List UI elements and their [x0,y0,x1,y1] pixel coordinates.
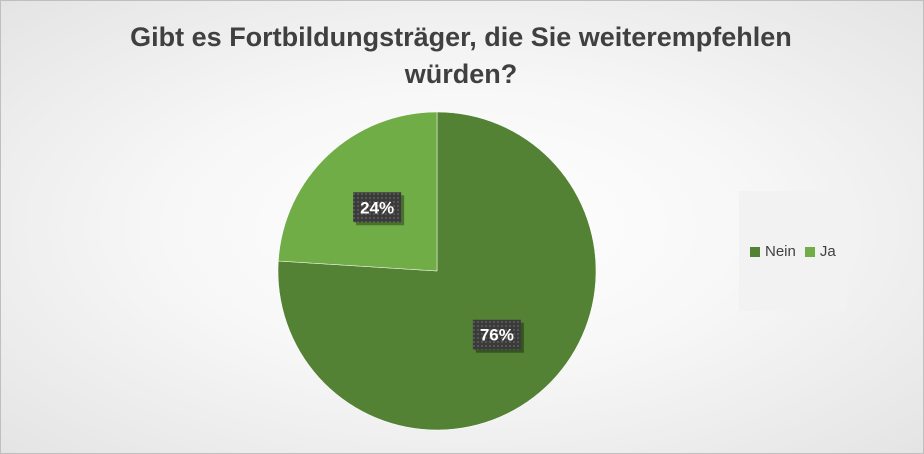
legend-label-nein: Nein [765,243,796,260]
data-label-ja: 24% [353,192,405,226]
legend: Nein Ja [739,191,847,311]
legend-item-ja: Ja [804,243,836,260]
legend-item-nein: Nein [750,243,796,260]
legend-label-ja: Ja [819,243,836,260]
legend-swatch-nein [750,246,760,257]
chart-title: Gibt es Fortbildungsträger, die Sie weit… [101,19,821,93]
data-label-text-nein: 76% [480,326,514,345]
data-label-text-ja: 24% [360,198,394,217]
pie-slice-ja [278,111,438,272]
chart-title-line-2: würden? [404,59,518,89]
legend-swatch-ja [804,246,815,257]
chart-title-line-1: Gibt es Fortbildungsträger, die Sie weit… [130,22,792,52]
data-label-nein: 76% [472,319,524,353]
